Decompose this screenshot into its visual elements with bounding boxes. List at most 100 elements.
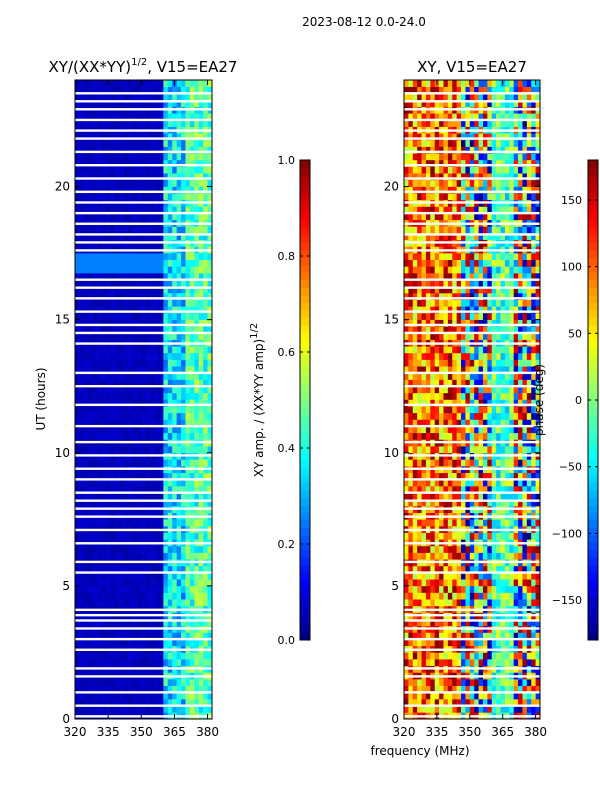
heatmap-cell [469,346,475,354]
heatmap-cell [487,632,493,640]
heatmap-cell [465,685,471,693]
heatmap-cell [421,486,427,493]
heatmap-cell [101,319,107,327]
heatmap-cell [474,479,479,487]
heatmap-cell [189,206,195,214]
heatmap-cell [461,639,466,647]
heatmap-cell [145,173,151,181]
heatmap-cell [439,372,444,380]
heatmap-cell [181,392,186,400]
heatmap-cell [207,99,213,107]
heatmap-cell [119,705,124,713]
heatmap-cell [79,113,85,121]
heatmap-cell [141,226,147,234]
heatmap-cell [145,419,151,427]
heatmap-cell [176,446,182,454]
colorbar-segment [300,595,310,603]
heatmap-cell [478,699,484,706]
heatmap-cell [136,705,142,713]
heatmap-cell [119,492,124,500]
flagged-row [75,507,212,510]
heatmap-cell [430,366,436,374]
heatmap-cell [408,632,414,640]
heatmap-cell [189,545,195,553]
heatmap-cell [114,153,120,161]
heatmap-cell [154,479,160,487]
heatmap-cell [132,705,138,713]
heatmap-cell [478,652,484,660]
amplitude-colorbar [300,160,310,641]
heatmap-cell [535,545,541,553]
heatmap-cell [176,319,182,327]
heatmap-cell [500,599,506,607]
heatmap-cell [207,692,213,700]
heatmap-cell [203,166,208,174]
heatmap-cell [150,352,155,360]
heatmap-cell [158,406,164,414]
heatmap-cell [421,459,427,467]
heatmap-cell [75,565,80,573]
heatmap-cell [189,233,195,241]
heatmap-cell [417,579,422,587]
heatmap-cell [128,139,133,147]
heatmap-cell [101,206,107,214]
heatmap-cell [456,705,462,713]
heatmap-cell [474,572,479,580]
heatmap-cell [105,213,111,221]
heatmap-cell [181,266,186,274]
heatmap-cell [97,499,102,507]
heatmap-cell [522,352,528,360]
heatmap-cell [194,139,200,147]
heatmap-cell [132,552,138,560]
heatmap-cell [412,372,418,380]
heatmap-cell [141,565,147,573]
heatmap-cell [456,332,462,340]
heatmap-cell [150,426,155,434]
heatmap-cell [434,319,440,327]
heatmap-cell [447,472,453,480]
heatmap-cell [123,326,129,334]
heatmap-cell [128,153,133,161]
heatmap-cell [92,379,98,387]
heatmap-cell [421,705,427,713]
heatmap-cell [456,545,462,553]
heatmap-cell [88,472,93,480]
heatmap-cell [185,699,191,706]
heatmap-cell [158,552,164,560]
heatmap-cell [141,312,147,320]
heatmap-cell [101,572,107,580]
heatmap-cell [128,579,133,587]
heatmap-cell [83,306,89,314]
heatmap-cell [150,286,155,294]
heatmap-cell [79,592,85,600]
heatmap-cell [421,585,427,593]
heatmap-cell [105,399,111,407]
heatmap-cell [154,705,160,713]
heatmap-cell [79,679,85,687]
heatmap-cell [452,632,457,640]
heatmap-cell [439,632,444,640]
heatmap-cell [509,565,514,573]
heatmap-cell [105,326,111,334]
heatmap-cell [136,352,142,360]
heatmap-cell [110,426,116,434]
heatmap-cell [434,372,440,380]
heatmap-cell [465,679,471,687]
heatmap-cell [132,692,138,700]
heatmap-cell [110,659,116,667]
heatmap-cell [132,372,138,380]
heatmap-cell [92,372,98,380]
heatmap-cell [154,572,160,580]
heatmap-cell [526,699,532,706]
heatmap-cell [181,432,186,440]
heatmap-cell [163,499,169,507]
heatmap-cell [487,492,493,500]
heatmap-cell [141,306,147,314]
heatmap-cell [185,80,191,87]
heatmap-cell [105,193,111,201]
heatmap-cell [145,266,151,274]
heatmap-cell [128,80,133,87]
heatmap-cell [535,705,541,713]
heatmap-cell [172,159,177,167]
